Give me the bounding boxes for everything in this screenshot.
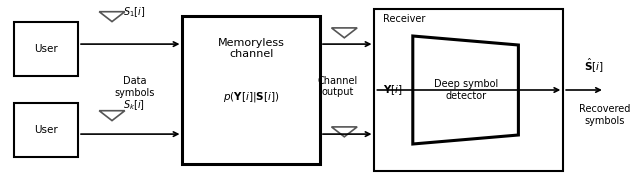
Text: Memoryless
channel: Memoryless channel: [218, 38, 285, 59]
Bar: [14, 22, 78, 76]
Bar: [14, 103, 78, 157]
Text: Channel
output: Channel output: [317, 76, 357, 97]
Text: $\mathbf{Y}[i]$: $\mathbf{Y}[i]$: [383, 83, 403, 97]
Text: $\hat{\mathbf{S}}[i]$: $\hat{\mathbf{S}}[i]$: [584, 57, 604, 75]
Text: Data
symbols: Data symbols: [114, 76, 155, 98]
Text: Recovered
symbols: Recovered symbols: [579, 104, 630, 126]
Text: Receiver: Receiver: [383, 14, 425, 24]
Text: $S_k[i]$: $S_k[i]$: [123, 98, 145, 112]
Text: User: User: [34, 125, 58, 135]
Bar: [374, 9, 563, 171]
Text: Deep symbol
detector: Deep symbol detector: [434, 79, 498, 101]
Bar: [182, 16, 320, 164]
Text: $p(\mathbf{Y}[i]|\mathbf{S}[i])$: $p(\mathbf{Y}[i]|\mathbf{S}[i])$: [223, 90, 280, 104]
Text: User: User: [34, 44, 58, 54]
Text: $S_1[i]$: $S_1[i]$: [123, 5, 145, 19]
